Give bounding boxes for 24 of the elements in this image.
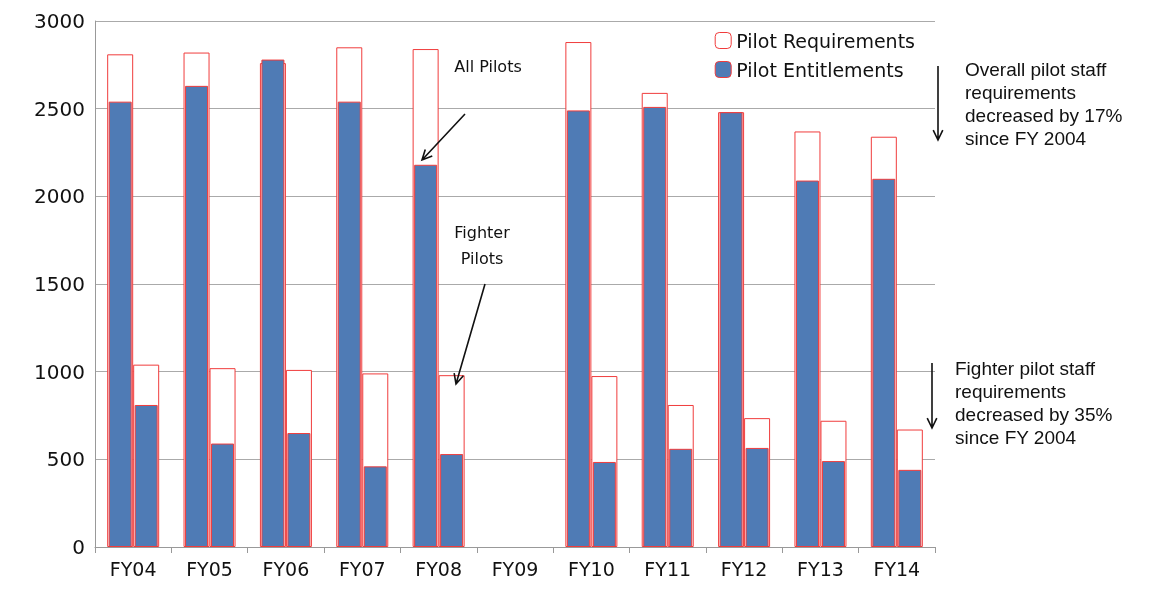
x-tick-label: FY06 [262, 557, 310, 580]
annotation: All Pilots [453, 56, 523, 78]
x-tick-label: FY11 [644, 557, 692, 580]
legend-label: Pilot Requirements [736, 29, 916, 52]
x-tick-label: FY07 [338, 557, 386, 580]
x-tick-label: FY14 [873, 557, 921, 580]
y-tick-label: 500 [46, 447, 85, 472]
text: Fighter pilot staff requirements decreased by 35% since FY 2004 [955, 357, 1114, 449]
x-tick-label: FY08 [415, 557, 462, 580]
x-tick-label: FY12 [720, 557, 768, 580]
x-tick-label: FY04 [109, 557, 157, 580]
text: Overall pilot staff requirements decreased by 17% since FY 2004 [965, 58, 1124, 150]
y-tick-label: 1000 [34, 359, 85, 384]
y-tick-label: 2500 [34, 96, 85, 121]
x-tick-label: FY13 [797, 557, 844, 580]
y-tick-label: 3000 [34, 9, 85, 33]
x-tick-label: FY10 [568, 557, 615, 580]
y-tick-label: 0 [72, 535, 85, 559]
annotation: Fighter Pilots [453, 222, 511, 270]
y-tick-label: 2000 [34, 184, 85, 209]
x-tick-label: FY09 [491, 557, 539, 580]
x-tick-label: FY05 [186, 557, 233, 580]
legend-label: Pilot Entitlements [736, 58, 904, 81]
y-tick-label: 1500 [34, 272, 85, 296]
